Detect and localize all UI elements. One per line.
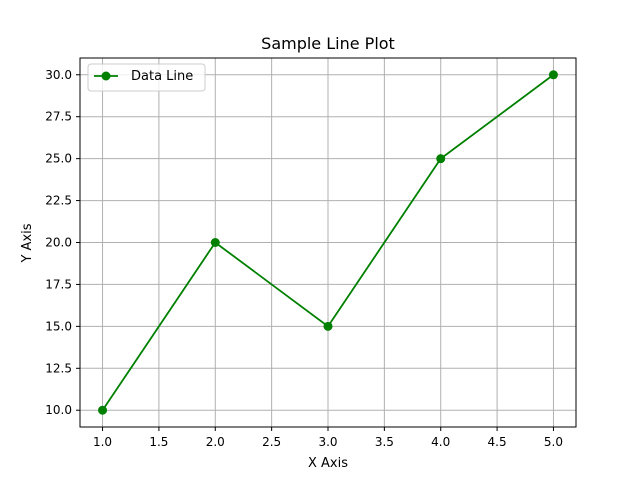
chart-title: Sample Line Plot <box>261 34 395 53</box>
y-tick-label: 15.0 <box>45 319 72 333</box>
legend-marker-swatch <box>101 71 111 81</box>
data-point <box>98 405 108 415</box>
x-tick-label: 1.0 <box>93 435 112 449</box>
y-tick-label: 17.5 <box>45 277 72 291</box>
series-layer <box>98 70 558 415</box>
y-tick-label: 22.5 <box>45 194 72 208</box>
x-tick-label: 2.5 <box>262 435 281 449</box>
plot-area-frame <box>79 57 577 428</box>
data-point <box>548 70 558 80</box>
x-tick-label: 1.5 <box>149 435 168 449</box>
data-point <box>210 238 220 247</box>
y-tick-label: 12.5 <box>45 361 72 375</box>
data-point <box>436 154 446 164</box>
y-tick-label: 30.0 <box>45 68 72 82</box>
x-tick-label: 3.5 <box>375 435 394 449</box>
x-tick-label: 4.0 <box>431 435 450 449</box>
y-tick-label: 20.0 <box>45 236 72 250</box>
legend: Data Line <box>87 63 206 92</box>
y-axis-label: Y Axis <box>20 223 35 263</box>
data-point <box>323 321 333 331</box>
x-tick-label: 5.0 <box>544 435 563 449</box>
legend-box <box>87 63 206 92</box>
x-tick-label: 3.0 <box>318 435 337 449</box>
x-axis-label: X Axis <box>308 456 348 471</box>
legend-entry-data-line: Data Line <box>131 69 193 84</box>
y-tick-label: 10.0 <box>45 403 72 417</box>
y-tick-label: 27.5 <box>45 110 72 124</box>
x-tick-label: 2.0 <box>206 435 225 449</box>
y-tick-label: 25.0 <box>45 152 72 166</box>
axis-ticks: 1.0 1.5 2.0 2.5 3.0 3.5 4.0 4.5 5.0 10.0 12.5 15.0 1… <box>45 68 563 449</box>
grid-lines <box>80 58 576 427</box>
x-tick-label: 4.5 <box>488 435 507 449</box>
